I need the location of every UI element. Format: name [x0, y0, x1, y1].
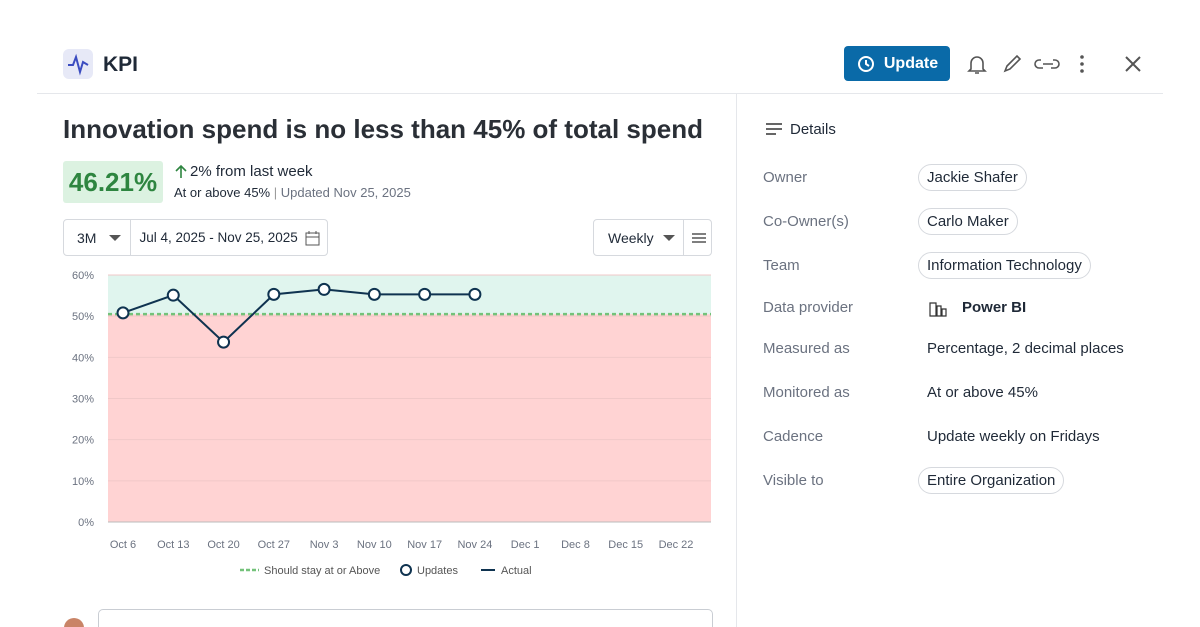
x-tick-label: Dec 1	[511, 539, 540, 551]
y-tick-label: 0%	[78, 517, 94, 529]
update-marker	[116, 306, 130, 320]
detail-label: Data provider	[763, 299, 854, 316]
x-tick-label: Dec 15	[608, 539, 643, 551]
range-picker[interactable]: 3M Jul 4, 2025 - Nov 25, 2025	[63, 219, 328, 256]
kpi-change: 2% from last week	[190, 163, 313, 180]
x-tick-label: Nov 10	[357, 539, 392, 551]
kpi-icon	[63, 49, 93, 79]
detail-label: Owner	[763, 169, 808, 186]
detail-label: Team	[763, 257, 800, 274]
y-tick-label: 40%	[72, 352, 94, 364]
update-marker	[317, 282, 331, 296]
update-marker	[468, 287, 482, 301]
kpi-status: At or above 45%	[174, 185, 271, 200]
kpi-value: 46.21%	[63, 161, 163, 203]
update-marker	[267, 287, 281, 301]
update-marker	[166, 288, 180, 302]
kpi-meta: At or above 45% | Updated Nov 25, 2025	[174, 185, 411, 200]
update-marker	[367, 287, 381, 301]
detail-value: At or above 45%	[927, 384, 1038, 401]
x-tick-label: Oct 20	[207, 539, 239, 551]
detail-label: Cadence	[763, 428, 824, 445]
chart: 0% 10% 20% 30% 40% 50% 60% Oct 6 Oct 13 Oct 20 Oct…	[72, 270, 711, 577]
details-title: Details	[790, 121, 836, 138]
detail-value: Power BI	[962, 299, 1027, 316]
comment-box[interactable]	[98, 609, 713, 627]
x-tick-label: Oct 13	[157, 539, 189, 551]
toolbar-icons[interactable]	[965, 52, 1150, 76]
x-tick-label: Nov 3	[310, 539, 339, 551]
detail-value: Update weekly on Fridays	[927, 428, 1100, 445]
x-tick-label: Dec 8	[561, 539, 590, 551]
avatar	[64, 618, 84, 627]
legend-label: Actual	[501, 565, 532, 577]
detail-pill: Jackie Shafer	[918, 164, 1027, 191]
x-tick-label: Oct 27	[258, 539, 290, 551]
update-button[interactable]: Update	[844, 46, 950, 81]
update-marker	[418, 287, 432, 301]
detail-value: Percentage, 2 decimal places	[927, 340, 1124, 357]
kpi-statement: Innovation spend is no less than 45% of …	[63, 114, 703, 144]
header-title: KPI	[103, 53, 139, 76]
actual-line	[122, 288, 475, 344]
kpi-updated: Updated Nov 25, 2025	[280, 185, 411, 200]
detail-pill: Carlo Maker	[918, 208, 1018, 235]
y-tick-label: 50%	[72, 311, 94, 323]
powerbi-icon	[929, 302, 947, 317]
detail-pill: Information Technology	[918, 252, 1091, 279]
y-tick-label: 10%	[72, 476, 94, 488]
y-tick-label: 30%	[72, 394, 94, 406]
y-tick-label: 60%	[72, 270, 94, 282]
interval-picker[interactable]: Weekly	[593, 219, 712, 256]
x-tick-label: Nov 17	[407, 539, 442, 551]
detail-pill: Entire Organization	[918, 467, 1065, 494]
detail-label: Visible to	[763, 472, 824, 489]
detail-label: Measured as	[763, 340, 850, 357]
update-label: Update	[883, 54, 939, 72]
divider	[736, 94, 737, 627]
x-tick-label: Oct 6	[110, 539, 136, 551]
legend-label: Updates	[417, 565, 458, 577]
update-marker	[217, 335, 231, 349]
legend-marker	[400, 564, 412, 576]
interval: Weekly	[608, 229, 654, 246]
below-zone	[108, 314, 711, 522]
divider	[37, 93, 1163, 94]
x-tick-label: Dec 22	[659, 539, 694, 551]
y-tick-label: 20%	[72, 435, 94, 447]
date-range: Jul 4, 2025 - Nov 25, 2025	[139, 230, 298, 245]
legend-label: Should stay at or Above	[264, 565, 380, 577]
x-tick-label: Nov 24	[457, 539, 492, 551]
detail-label: Co-Owner(s)	[763, 213, 849, 230]
range: 3M	[77, 229, 97, 246]
detail-label: Monitored as	[763, 384, 850, 401]
kpi-change-row: 2% from last week	[175, 163, 313, 180]
details-icon	[766, 123, 782, 135]
